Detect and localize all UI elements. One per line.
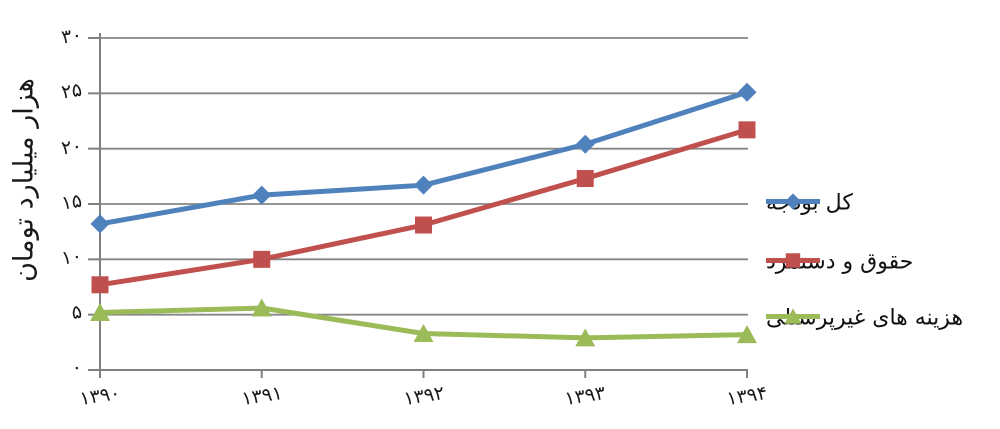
legend-item: کل بودجه	[766, 191, 853, 216]
legend-item: حقوق و دستمزد	[766, 249, 913, 274]
series-triangle	[90, 298, 757, 347]
square-marker-icon	[738, 121, 756, 139]
square-marker-icon	[785, 252, 801, 268]
square-marker-icon	[576, 170, 594, 188]
square-marker-icon	[91, 276, 109, 294]
triangle-marker-icon	[413, 323, 434, 342]
diamond-marker-icon	[784, 193, 802, 210]
diamond-marker-icon	[414, 175, 433, 195]
diamond-marker-icon	[252, 185, 272, 205]
square-marker-icon	[253, 250, 271, 268]
legend-key	[766, 252, 820, 268]
triangle-marker-icon	[784, 308, 802, 324]
diamond-marker-icon	[575, 134, 595, 154]
legend-key	[766, 308, 820, 324]
legend-key	[766, 193, 820, 210]
triangle-marker-icon	[251, 298, 272, 317]
series-diamond	[90, 82, 757, 234]
triangle-marker-icon	[90, 302, 110, 321]
series-square	[91, 121, 756, 294]
diamond-marker-icon	[90, 214, 110, 234]
triangle-marker-icon	[737, 325, 757, 344]
diamond-marker-icon	[737, 82, 757, 102]
triangle-marker-icon	[575, 328, 596, 347]
legend-item: هزینه های غیرپرسنلی	[766, 306, 963, 331]
square-marker-icon	[415, 216, 432, 234]
axes	[88, 33, 748, 378]
